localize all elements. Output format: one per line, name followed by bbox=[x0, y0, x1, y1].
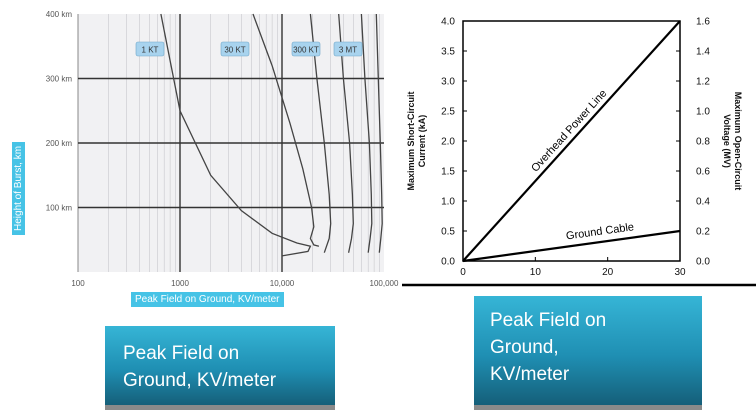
right-y2-axis-label-line1: Maximum Open-Circuit bbox=[733, 92, 743, 191]
right-y2-tick-label: 1.0 bbox=[696, 107, 710, 118]
right-series-line-2 bbox=[462, 229, 681, 263]
right-y-tick-label: 2.0 bbox=[441, 137, 455, 148]
right-y2-tick-label: 1.2 bbox=[696, 77, 710, 88]
right-y-tick-label: 3.5 bbox=[441, 47, 455, 58]
left-series-label: 3 MT bbox=[339, 46, 357, 55]
left-series-line-6 bbox=[375, 13, 383, 253]
right-x-tick-label: 0 bbox=[460, 267, 466, 278]
caption-right: Peak Field on Ground, KV/meter bbox=[474, 296, 702, 410]
right-y-axis-label: Maximum Short-CircuitCurrent (kA) bbox=[406, 91, 427, 190]
left-x-tick-label: 1000 bbox=[171, 279, 189, 288]
right-y2-tick-label: 0.8 bbox=[696, 137, 710, 148]
right-y-tick-label: 2.5 bbox=[441, 107, 455, 118]
left-y-tick-label: 100 km bbox=[46, 204, 73, 213]
right-y2-tick-label: 1.4 bbox=[696, 47, 710, 58]
left-series-line-1 bbox=[160, 13, 312, 257]
left-series-label: 300 KT bbox=[293, 46, 319, 55]
right-x-tick-label: 10 bbox=[530, 267, 542, 278]
overhead-power-line-label: Overhead Power Line bbox=[529, 88, 609, 175]
left-ticks: 100 km 200 km 300 km 400 km 100 1000 10,000 100… bbox=[46, 10, 399, 288]
left-series-line-4 bbox=[338, 13, 354, 253]
left-series-label: 30 KT bbox=[224, 46, 245, 55]
left-series-line-2 bbox=[252, 13, 320, 247]
right-y-tick-label: 0.5 bbox=[441, 227, 455, 238]
left-y-tick-label: 200 km bbox=[46, 139, 73, 148]
left-y-tick-label: 400 km bbox=[46, 10, 73, 19]
right-y-axis-label-line2: Current (kA) bbox=[417, 115, 427, 168]
right-y-tick-label: 1.0 bbox=[441, 197, 455, 208]
left-series-labels: 1 KT 30 KT 300 KT 3 MT bbox=[135, 41, 363, 57]
left-x-tick-label: 10,000 bbox=[270, 279, 295, 288]
right-y-axis-label-line1: Maximum Short-Circuit bbox=[406, 91, 416, 190]
caption-left: Peak Field on Ground, KV/meter bbox=[105, 326, 335, 410]
left-series-label-box bbox=[291, 41, 321, 57]
left-series-line-3 bbox=[309, 13, 332, 253]
right-y2-tick-label: 0.6 bbox=[696, 167, 710, 178]
right-y2-tick-label: 0.0 bbox=[696, 257, 710, 268]
left-x-tick-label: 100 bbox=[71, 279, 85, 288]
right-y-tick-label: 3.0 bbox=[441, 77, 455, 88]
right-y2-tick-label: 0.4 bbox=[696, 197, 710, 208]
left-series-line-5 bbox=[360, 13, 373, 253]
left-series-label-box bbox=[135, 41, 165, 57]
right-y-tick-label: 1.5 bbox=[441, 167, 455, 178]
right-y2-axis-label-line2: Voltage (MV) bbox=[722, 114, 732, 168]
left-x-axis-label: Peak Field on Ground, KV/meter bbox=[131, 292, 284, 307]
right-y2-axis-label: Maximum Open-CircuitVoltage (MV) bbox=[722, 92, 743, 191]
right-y-tick-label: 0.0 bbox=[441, 257, 455, 268]
right-series bbox=[462, 20, 681, 263]
right-x-tick-label: 30 bbox=[674, 267, 686, 278]
left-series bbox=[160, 13, 383, 257]
right-y2-tick-label: 1.6 bbox=[696, 17, 710, 28]
right-ticks: 0.0 0.5 1.0 1.5 2.0 2.5 3.0 3.5 4.0 0.0 0.2 0.4 0.6 0… bbox=[441, 17, 710, 279]
left-y-tick-label: 300 km bbox=[46, 75, 73, 84]
left-x-tick-label: 100,000 bbox=[370, 279, 399, 288]
left-series-label: 1 KT bbox=[142, 46, 159, 55]
right-series-line-1 bbox=[462, 20, 681, 262]
right-y-tick-label: 4.0 bbox=[441, 17, 455, 28]
right-x-tick-label: 20 bbox=[602, 267, 614, 278]
left-series-label-box bbox=[333, 41, 363, 57]
left-series-label-box bbox=[220, 41, 250, 57]
right-y2-tick-label: 0.2 bbox=[696, 227, 710, 238]
left-y-axis-label: Height of Burst, km bbox=[12, 141, 25, 235]
